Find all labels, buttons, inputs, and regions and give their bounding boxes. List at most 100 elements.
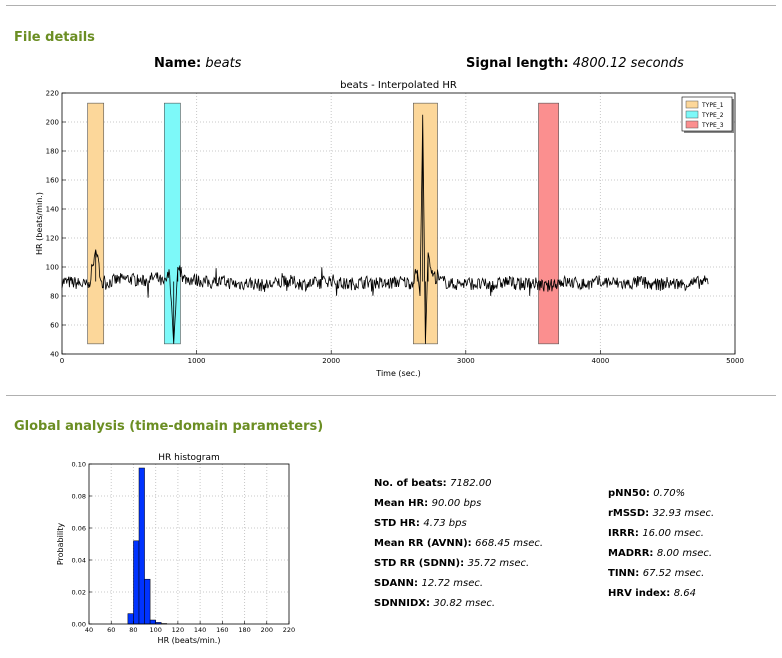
stat-row: STD HR: 4.73 bps — [374, 518, 467, 529]
file-name-value: beats — [205, 56, 242, 71]
stat-value: 8.00 msec. — [656, 548, 713, 559]
stat-label: TINN: — [608, 568, 643, 579]
stat-label: Mean HR: — [374, 498, 432, 509]
stat-value: 30.82 msec. — [433, 598, 496, 609]
x-tick-label: 2000 — [322, 357, 340, 365]
y-tick-label: 60 — [50, 322, 59, 330]
stat-value: 12.72 msec. — [421, 578, 484, 589]
hist-bar — [133, 540, 140, 625]
interpolated-hr-chart: 0 1000 2000 3000 4000 5000 40 60 80 100 120 140 160 1… — [35, 80, 744, 378]
signal-length: Signal length: 4800.12 seconds — [466, 56, 684, 71]
hist-y-tick-label: 0.06 — [72, 525, 86, 533]
x-tick-label: 1000 — [188, 357, 206, 365]
x-tick-label: 4000 — [591, 357, 609, 365]
global-analysis-heading: Global analysis (time-domain parameters) — [14, 419, 324, 434]
file-name: Name: beats — [154, 56, 241, 71]
y-tick-label: 40 — [50, 351, 59, 359]
hist-background — [89, 464, 289, 624]
stat-row: pNN50: 0.70% — [608, 488, 685, 499]
hist-frame — [88, 463, 290, 625]
stat-row: No. of beats: 7182.00 — [374, 478, 491, 489]
stat-row: rMSSD: 32.93 msec. — [608, 508, 714, 519]
y-tick-label: 180 — [46, 148, 59, 156]
file-name-label: Name: — [154, 56, 202, 71]
hist-x-axis-label: HR (beats/min.) — [158, 636, 221, 645]
stat-label: STD RR (SDNN): — [374, 558, 468, 569]
stat-label: MADRR: — [608, 548, 657, 559]
hist-bar — [149, 619, 156, 625]
stat-row: SDNNIDX: 30.82 msec. — [374, 598, 495, 609]
x-tick-label: 0 — [60, 357, 64, 365]
y-tick-label: 120 — [46, 235, 59, 243]
y-tick-label: 200 — [46, 119, 59, 127]
band-type_3 — [538, 102, 559, 345]
legend-label-type_2: TYPE_2 — [701, 112, 724, 119]
stat-value: 67.52 msec. — [642, 568, 705, 579]
stat-row: TINN: 67.52 msec. — [608, 568, 704, 579]
y-axis-label: HR (beats/min.) — [35, 192, 44, 255]
hr-histogram-chart: 40 60 80 100 120 140 160 180 200 220 0.00 0.02 0.04 0… — [56, 453, 295, 645]
hist-x-tick-label: 220 — [283, 626, 295, 634]
stat-value: 35.72 msec. — [467, 558, 530, 569]
hist-x-tick-label: 40 — [85, 626, 93, 634]
stat-value: 7182.00 — [450, 478, 492, 489]
hist-x-tick-label: 80 — [129, 626, 137, 634]
legend-label-type_1: TYPE_1 — [701, 102, 724, 109]
stat-label: No. of beats: — [374, 478, 451, 489]
stat-value: 668.45 msec. — [475, 538, 544, 549]
stat-row: IRRR: 16.00 msec. — [608, 528, 704, 539]
stat-label: pNN50: — [608, 488, 654, 499]
stat-value: 8.64 — [673, 588, 696, 599]
hist-title: HR histogram — [158, 453, 220, 463]
y-tick-label: 160 — [46, 177, 59, 185]
stat-row: HRV index: 8.64 — [608, 588, 696, 599]
stat-value: 90.00 bps — [431, 498, 482, 509]
top-divider — [6, 5, 776, 6]
middle-divider — [6, 395, 776, 396]
hist-y-axis-label: Probability — [56, 523, 65, 566]
stat-row: MADRR: 8.00 msec. — [608, 548, 712, 559]
legend-swatch-type_2 — [685, 110, 699, 119]
hist-y-tick-label: 0.00 — [72, 621, 86, 629]
hist-y-tick-label: 0.02 — [72, 589, 86, 597]
legend-swatch-type_1 — [685, 100, 699, 109]
stat-value: 16.00 msec. — [642, 528, 704, 539]
hist-y-tick-label: 0.10 — [72, 461, 86, 469]
plot-background — [62, 93, 735, 354]
stat-label: HRV index: — [608, 588, 674, 599]
legend-swatch-type_3 — [685, 120, 699, 129]
stat-label: STD HR: — [374, 518, 424, 529]
stat-value: 32.93 msec. — [652, 508, 715, 519]
stat-row: SDANN: 12.72 msec. — [374, 578, 483, 589]
y-tick-label: 140 — [46, 206, 59, 214]
x-tick-label: 5000 — [726, 357, 744, 365]
plot-frame — [61, 92, 736, 355]
chart-title: beats - Interpolated HR — [340, 80, 457, 91]
stat-row: Mean HR: 90.00 bps — [374, 498, 481, 509]
y-tick-label: 100 — [46, 264, 59, 272]
file-details-heading: File details — [14, 30, 95, 45]
band-type_1 — [87, 102, 105, 345]
stat-label: SDNNIDX: — [374, 598, 434, 609]
stat-value: 0.70% — [653, 488, 686, 499]
hist-x-tick-label: 200 — [261, 626, 273, 634]
x-tick-label: 3000 — [457, 357, 475, 365]
hist-x-tick-label: 100 — [149, 626, 161, 634]
stat-label: SDANN: — [374, 578, 422, 589]
hist-x-tick-label: 60 — [107, 626, 115, 634]
hist-y-tick-label: 0.08 — [72, 493, 86, 501]
stat-row: Mean RR (AVNN): 668.45 msec. — [374, 538, 543, 549]
hist-y-tick-label: 0.04 — [72, 557, 86, 565]
band-type_2 — [163, 102, 181, 345]
hr-series-line — [61, 114, 709, 344]
y-tick-label: 220 — [46, 90, 59, 98]
stat-value: 4.73 bps — [423, 518, 467, 529]
stat-label: rMSSD: — [608, 508, 653, 519]
hist-x-tick-label: 180 — [238, 626, 250, 634]
hist-x-tick-label: 160 — [216, 626, 228, 634]
y-tick-label: 80 — [50, 293, 59, 301]
x-axis-label: Time (sec.) — [375, 369, 420, 378]
signal-length-label: Signal length: — [466, 56, 569, 71]
legend-label-type_3: TYPE_3 — [701, 122, 724, 129]
hist-bar — [144, 578, 151, 625]
